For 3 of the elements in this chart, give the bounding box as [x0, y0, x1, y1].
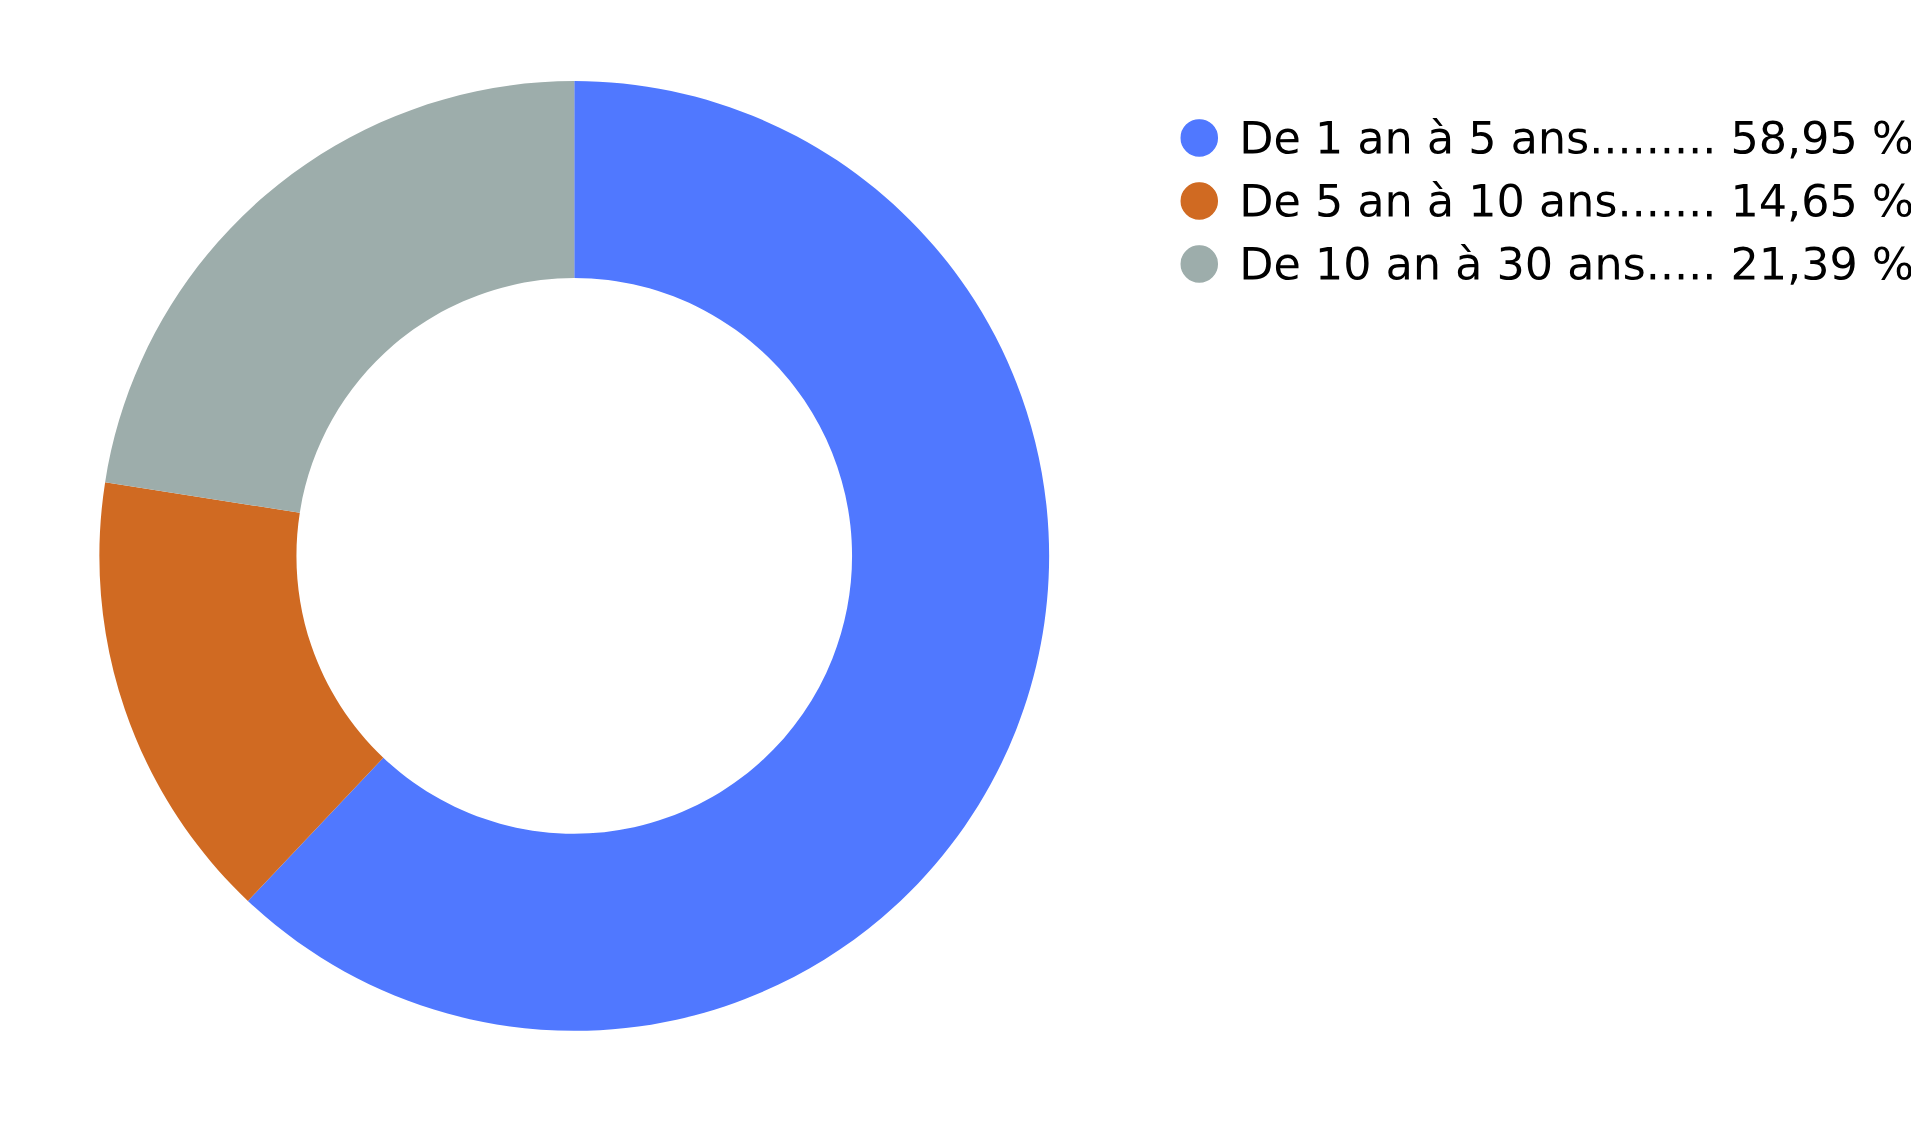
- legend-label: De 5 an à 10 ans....... 14,65 %: [1243, 180, 1911, 222]
- legend-label: De 10 an à 30 ans..... 21,39 %: [1243, 243, 1911, 285]
- legend-label: De 1 an à 5 ans......... 58,95 %: [1243, 117, 1911, 159]
